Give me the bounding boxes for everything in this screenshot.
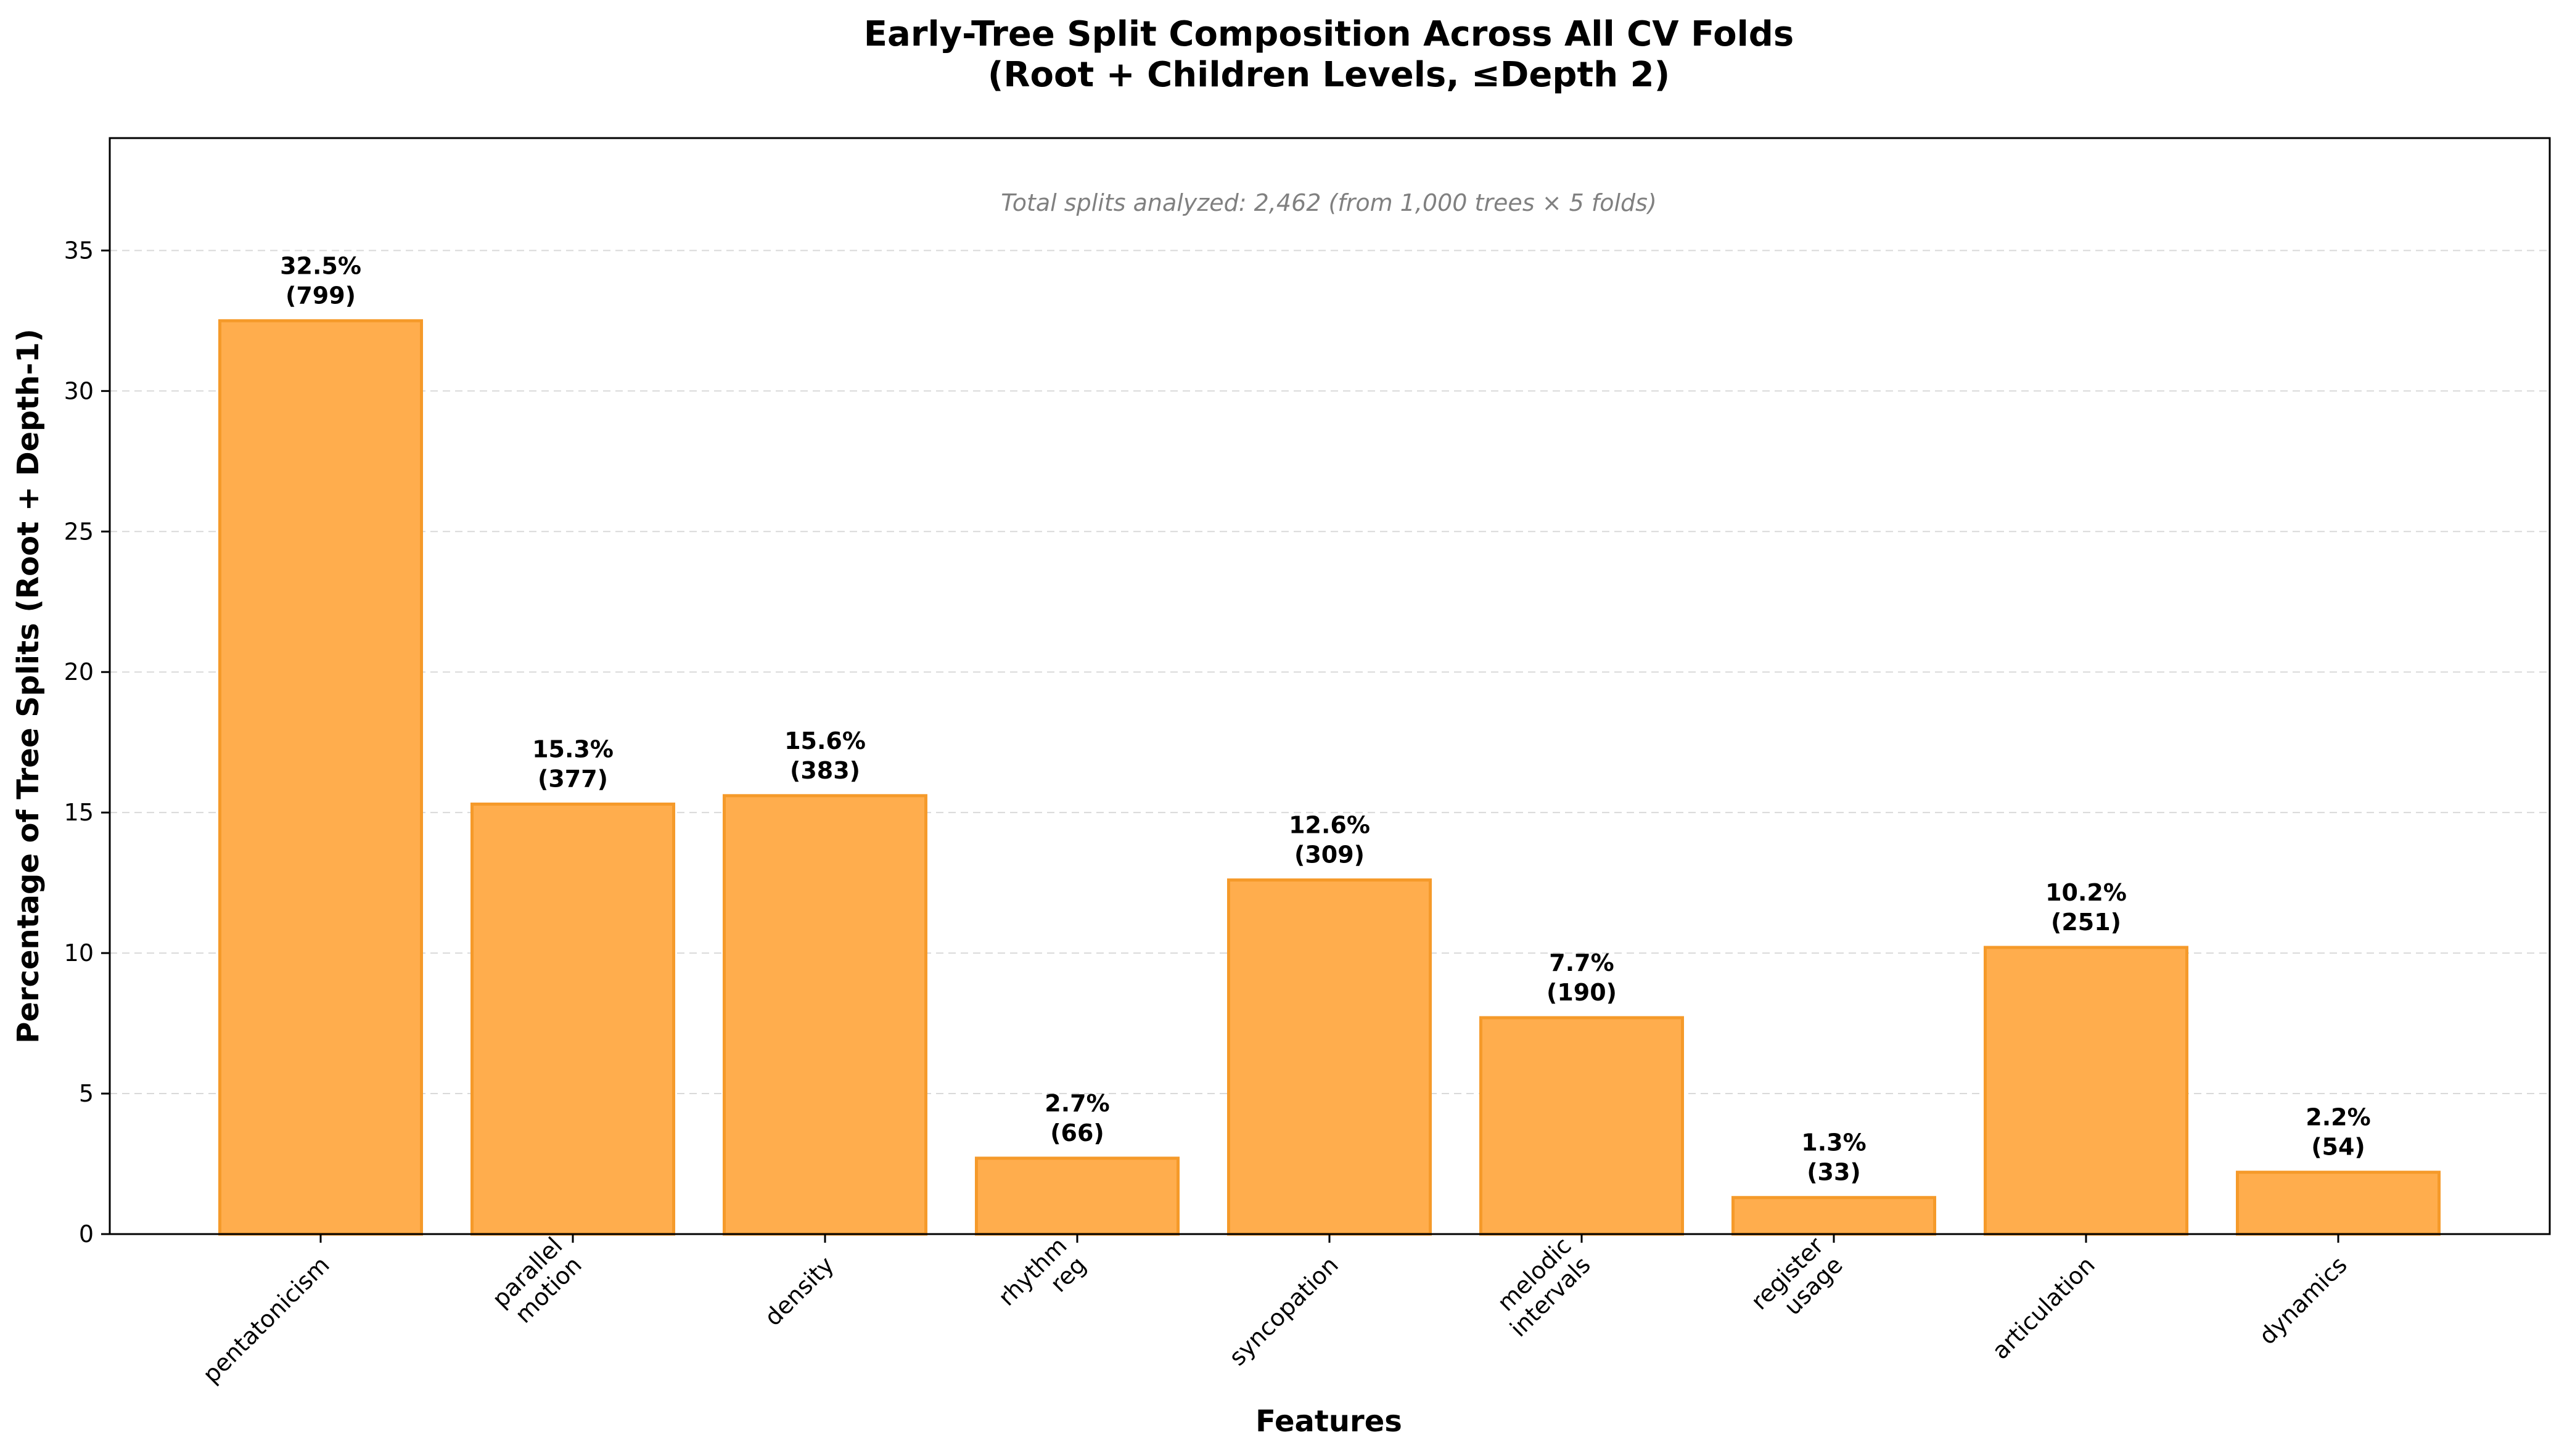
bar (1731, 1196, 1936, 1236)
chart-title: Early-Tree Split Composition Across All … (864, 14, 1794, 54)
x-tick-label-line: density (759, 1251, 839, 1331)
bar (723, 794, 927, 1236)
x-axis-label: Features (1255, 1404, 1402, 1439)
y-tick-label: 5 (79, 1080, 94, 1107)
x-tick-label: syncopation (1224, 1251, 1344, 1371)
y-tick-label: 35 (64, 237, 94, 264)
bar-count-label: (33) (1807, 1159, 1861, 1186)
bar (218, 319, 423, 1236)
chart-subtitle: (Root + Children Levels, ≤Depth 2) (988, 55, 1670, 95)
bar-value-label: 2.7% (1045, 1090, 1109, 1117)
bar (1479, 1016, 1684, 1236)
bar (1984, 946, 2188, 1236)
bar-count-label: (377) (538, 765, 608, 792)
y-tick-label: 15 (64, 799, 94, 826)
bar-value-label: 12.6% (1289, 812, 1370, 839)
bar-count-label: (799) (285, 282, 356, 309)
bar-labels: 32.5% (799) 15.3%(377) 15.6%(383) 2.7%(66) 12… (280, 252, 2371, 1185)
x-tick-label: dynamics (2254, 1251, 2352, 1350)
x-tick-label-line: pentatonicism (197, 1251, 335, 1389)
bars (218, 319, 2441, 1236)
x-tick-label: articulation (1987, 1251, 2100, 1365)
x-tick-label-line: syncopation (1224, 1251, 1344, 1371)
y-axis-ticks: 0 5 10 15 20 25 30 35 (64, 237, 110, 1248)
bar-count-label: (54) (2311, 1134, 2365, 1161)
bar-value-label: 2.2% (2306, 1104, 2370, 1131)
x-tick-label-line: dynamics (2254, 1251, 2352, 1350)
bar-count-label: (309) (1294, 841, 1365, 869)
y-tick-label: 20 (64, 658, 94, 685)
y-axis-label: Percentage of Tree Splits (Root + Depth-… (11, 329, 46, 1044)
bar-value-label: 1.3% (1801, 1129, 1866, 1156)
bar-count-label: (190) (1546, 979, 1617, 1006)
bar (1227, 878, 1432, 1236)
bar-value-label: 10.2% (2045, 879, 2127, 906)
bar-value-label: 15.6% (784, 727, 866, 755)
y-tick-label: 30 (64, 377, 94, 404)
x-tick-label: density (759, 1251, 839, 1331)
bar-value-label: 7.7% (1549, 949, 1614, 976)
y-tick-label: 10 (64, 939, 94, 967)
bar-value-label: 32.5% (280, 252, 361, 279)
bar (975, 1156, 1180, 1236)
bar-value-label: 15.3% (532, 735, 614, 763)
x-tick-label-line: articulation (1987, 1251, 2100, 1365)
y-tick-label: 25 (64, 518, 94, 545)
chart-annotation: Total splits analyzed: 2,462 (from 1,000… (1001, 189, 1657, 216)
bar-count-label: (251) (2051, 909, 2121, 936)
x-tick-label: pentatonicism (197, 1251, 335, 1389)
bar-count-label: (383) (790, 757, 860, 784)
bar-count-label: (66) (1050, 1119, 1104, 1147)
bar (2236, 1171, 2441, 1236)
y-tick-label: 0 (79, 1221, 94, 1248)
bar (470, 802, 675, 1236)
